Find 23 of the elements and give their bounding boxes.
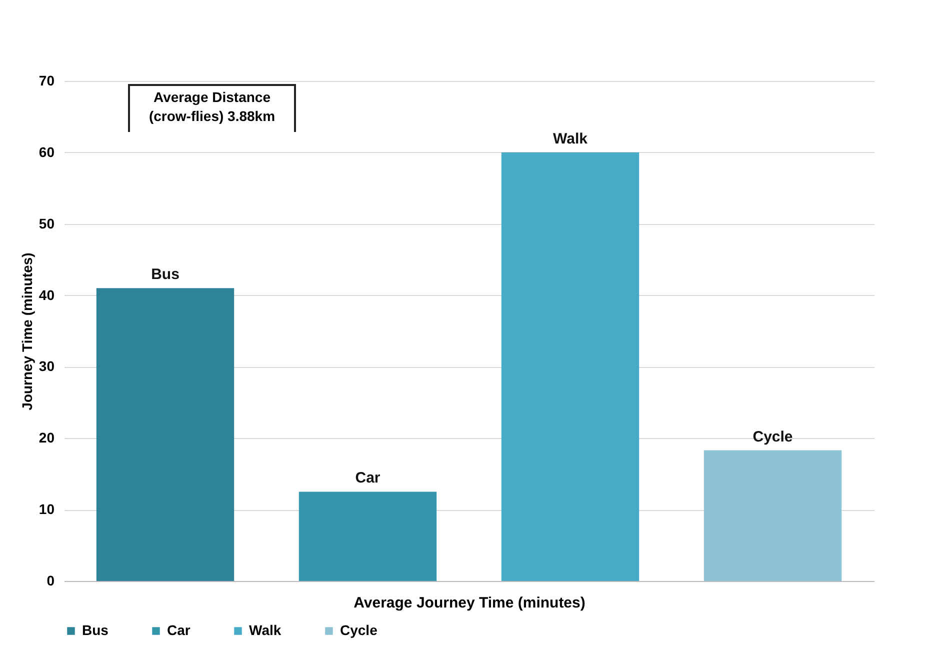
bar: [501, 152, 640, 581]
y-tick-label: 10: [38, 501, 55, 518]
y-tick-label: 70: [38, 72, 55, 88]
legend-label: Bus: [82, 622, 109, 638]
x-axis-title: Average Journey Time (minutes): [354, 594, 586, 612]
text: Walk: [553, 130, 588, 148]
y-tick-label: 0: [46, 572, 55, 588]
legend-label: Walk: [249, 622, 282, 638]
bar: [298, 492, 437, 581]
note-box: Average Distance (crow-flies) 3.88km: [128, 84, 296, 132]
y-tick-label: 20: [38, 430, 55, 446]
text: Cycle: [752, 428, 793, 446]
bar: [704, 450, 842, 581]
text: Car: [355, 470, 380, 487]
legend-label: Car: [167, 622, 191, 638]
y-tick-label: 50: [38, 215, 55, 232]
text: Bus: [151, 266, 180, 284]
y-axis-title: Journey Time (minutes): [18, 252, 35, 410]
legend-label: Cycle: [340, 622, 378, 638]
y-tick-label: 40: [38, 286, 55, 303]
y-tick-label: 30: [38, 358, 55, 374]
y-tick-label: 60: [38, 144, 55, 160]
bar: [96, 288, 234, 581]
